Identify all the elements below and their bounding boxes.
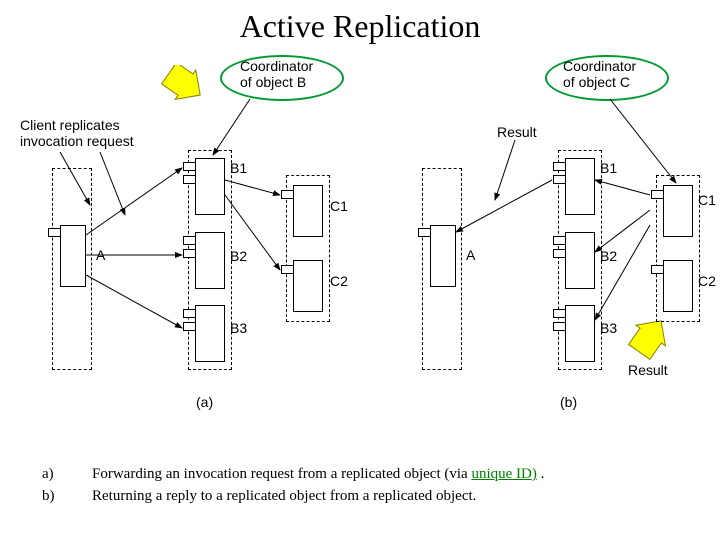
a-node-c1 [293, 185, 323, 237]
client-l2: invocation request [20, 133, 134, 149]
arrow-yellow-right [624, 320, 674, 370]
a-node-c2-label: C2 [330, 273, 348, 289]
b-node-b2-tab1 [553, 236, 566, 245]
arrow-yellow-left [158, 65, 208, 115]
page-title: Active Replication [0, 8, 720, 45]
caption-a-link: unique ID) [471, 466, 536, 482]
a-node-b3-label: B3 [230, 320, 247, 336]
a-node-b3 [195, 305, 225, 362]
b-node-c2-tab [651, 265, 664, 274]
coord-c-l2: of object C [563, 74, 630, 90]
caption-a-text: Forwarding an invocation request from a … [92, 466, 471, 482]
coord-c-label: Coordinator of object C [563, 58, 636, 90]
coord-c-l1: Coordinator [563, 58, 636, 74]
a-node-b3-tab1 [183, 309, 196, 318]
client-l1: Client replicates [20, 117, 120, 133]
a-node-a-label: A [96, 247, 105, 263]
sub-a: (a) [196, 394, 213, 410]
b-node-b3 [565, 305, 595, 362]
caption-a-tail: . [537, 466, 545, 482]
b-node-b2 [565, 232, 595, 289]
coord-b-l1: Coordinator [240, 58, 313, 74]
a-node-a [60, 225, 86, 287]
caption-b: Returning a reply to a replicated object… [92, 488, 476, 505]
a-node-b2-tab1 [183, 236, 196, 245]
a-node-c1-tab [281, 190, 294, 199]
b-node-c2 [663, 260, 693, 312]
a-node-b1 [195, 158, 225, 215]
caption-a: Forwarding an invocation request from a … [92, 466, 544, 483]
b-node-b3-tab1 [553, 309, 566, 318]
b-node-c1 [663, 185, 693, 237]
caption-a-key: a) [42, 466, 54, 483]
b-node-c1-label: C1 [698, 192, 716, 208]
b-node-a-label: A [466, 247, 475, 263]
a-node-b2-label: B2 [230, 248, 247, 264]
sub-b: (b) [560, 394, 577, 410]
a-node-b1-label: B1 [230, 160, 247, 176]
b-node-b3-tab2 [553, 322, 566, 331]
a-node-b1-tab1 [183, 162, 196, 171]
b-node-a-tab [418, 228, 431, 237]
b-node-c2-label: C2 [698, 273, 716, 289]
coord-b-label: Coordinator of object B [240, 58, 313, 90]
b-node-b3-label: B3 [600, 320, 617, 336]
a-node-b2-tab2 [183, 249, 196, 258]
a-node-c2 [293, 260, 323, 312]
a-node-b2 [195, 232, 225, 289]
b-node-b1-tab1 [553, 162, 566, 171]
a-node-b3-tab2 [183, 322, 196, 331]
b-node-b1 [565, 158, 595, 215]
b-node-a [430, 225, 456, 287]
a-node-b1-tab2 [183, 175, 196, 184]
a-node-a-tab [48, 228, 61, 237]
b-node-c1-tab [651, 190, 664, 199]
coord-b-l2: of object B [240, 74, 306, 90]
a-node-c2-tab [281, 265, 294, 274]
b-node-b1-label: B1 [600, 160, 617, 176]
result-left: Result [497, 124, 537, 140]
a-node-c1-label: C1 [330, 198, 348, 214]
client-label: Client replicates invocation request [20, 117, 134, 149]
caption-b-key: b) [42, 488, 55, 505]
b-node-b2-tab2 [553, 249, 566, 258]
b-node-b2-label: B2 [600, 248, 617, 264]
b-node-b1-tab2 [553, 175, 566, 184]
